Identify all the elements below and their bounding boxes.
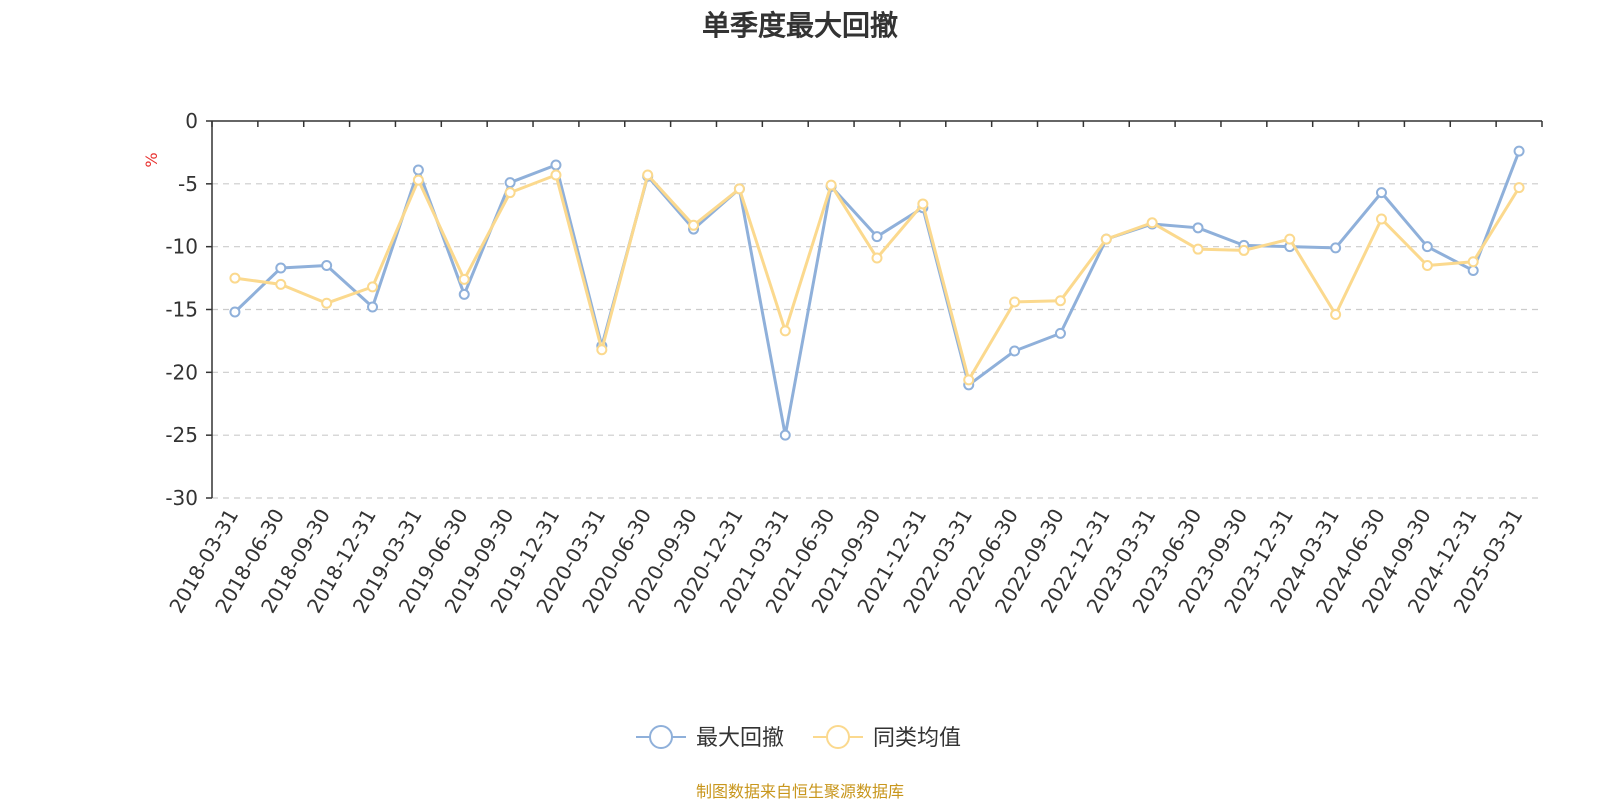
data-point[interactable] [871,231,883,243]
y-axis-unit: % [142,152,161,167]
data-point[interactable] [1467,256,1479,268]
data-point[interactable] [1421,260,1433,272]
data-point[interactable] [321,260,333,272]
series-line [234,173,1521,382]
axes: 0-5-10-15-20-25-30%2018-03-312018-06-302… [142,109,1543,617]
data-point[interactable] [275,262,287,274]
series-1 [229,145,1525,441]
legend-item-1[interactable]: 最大回撤 [636,725,784,751]
data-point[interactable] [275,278,287,290]
data-point[interactable] [412,164,424,176]
legend-label: 最大回撤 [696,726,784,751]
series-2 [229,169,1525,386]
y-tick-label: -5 [178,172,198,196]
series-lines [229,145,1525,441]
data-point[interactable] [1192,243,1204,255]
data-point[interactable] [412,174,424,186]
data-point[interactable] [367,281,379,293]
source-note: 制图数据来自恒生聚源数据库 [695,782,904,801]
y-tick-label: -10 [165,235,198,259]
data-point[interactable] [1054,295,1066,307]
data-point[interactable] [1054,327,1066,339]
data-point[interactable] [550,169,562,181]
data-point[interactable] [229,306,241,318]
grid-lines [212,183,1542,499]
legend-item-2[interactable]: 同类均值 [813,725,961,751]
data-point[interactable] [504,187,516,199]
data-point[interactable] [1238,244,1250,256]
data-point[interactable] [1330,242,1342,254]
y-tick-label: -30 [165,486,198,510]
legend[interactable]: 最大回撤 同类均值 [636,725,961,751]
legend-marker [649,725,673,749]
data-point[interactable] [504,177,516,189]
data-point[interactable] [458,273,470,285]
data-point[interactable] [550,159,562,171]
data-point[interactable] [458,288,470,300]
data-point[interactable] [1421,241,1433,253]
data-point[interactable] [779,325,791,337]
data-point[interactable] [871,252,883,264]
legend-marker [826,725,850,749]
data-point[interactable] [1513,145,1525,157]
data-point[interactable] [1146,217,1158,229]
data-point[interactable] [1330,309,1342,321]
y-tick-label: -20 [165,360,198,384]
y-tick-label: -25 [165,423,198,447]
data-point[interactable] [1100,233,1112,245]
data-point[interactable] [229,272,241,284]
data-point[interactable] [688,219,700,231]
y-tick-label: 0 [185,109,198,133]
data-point[interactable] [596,344,608,356]
data-point[interactable] [642,169,654,181]
data-point[interactable] [367,301,379,313]
data-point[interactable] [321,297,333,309]
data-point[interactable] [779,429,791,441]
data-point[interactable] [917,198,929,210]
data-point[interactable] [1375,187,1387,199]
y-tick-label: -15 [165,298,198,322]
chart-title: 单季度最大回撤 [701,9,898,42]
data-point[interactable] [1192,222,1204,234]
series-line [233,150,1521,437]
data-point[interactable] [1513,182,1525,194]
data-point[interactable] [1009,345,1021,357]
data-point[interactable] [733,183,745,195]
data-point[interactable] [1375,213,1387,225]
data-point[interactable] [1009,296,1021,308]
data-point[interactable] [825,179,837,191]
data-point[interactable] [1284,233,1296,245]
data-point[interactable] [1467,265,1479,277]
data-point[interactable] [963,374,975,386]
legend-label: 同类均值 [873,726,961,751]
